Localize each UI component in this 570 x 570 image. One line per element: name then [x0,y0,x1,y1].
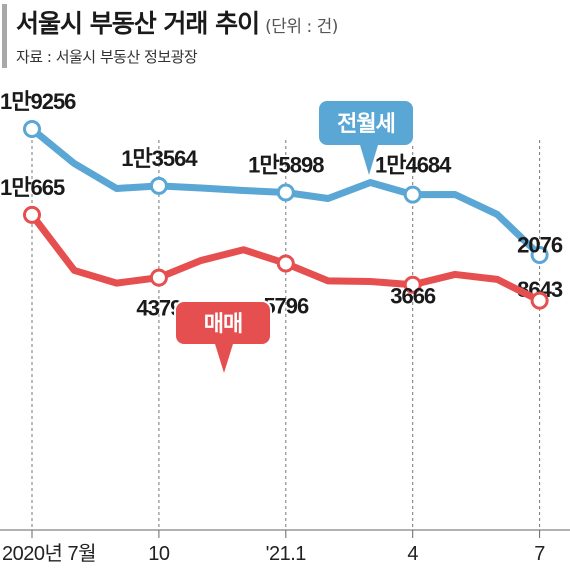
data-point [276,183,295,202]
data-point [403,275,422,294]
chart-title-block: 서울시 부동산 거래 추이 (단위 : 건) [16,4,338,40]
legend-callout: 전월세 [317,99,415,175]
data-point [149,268,168,287]
data-point [23,120,41,138]
legend-callout: 매매 [174,300,272,373]
data-label: 1만5898 [248,153,324,178]
data-point [403,185,422,204]
legend-label: 전월세 [337,111,395,136]
legend-pointer [360,145,378,175]
data-point [23,205,41,224]
chart-title: 서울시 부동산 거래 추이 [16,9,260,38]
x-tick-label: 2020년 7월 [2,542,96,565]
chart-unit: (단위 : 건) [265,17,338,37]
x-tick-label: 7 [534,543,545,565]
data-point [149,176,168,195]
data-label: 2076 [517,233,563,258]
data-label: 3666 [390,284,436,309]
data-point [530,291,549,310]
data-label: 1만9256 [0,89,76,114]
data-label: 1만3564 [121,146,198,171]
chart-source: 자료 : 서울시 부동산 정보광장 [16,48,198,66]
data-label: 1만665 [0,175,65,200]
x-tick-label: 10 [148,543,170,565]
x-tick-label: 4 [407,543,418,565]
title-accent-bar [2,4,7,68]
data-point [276,254,295,273]
legend-pointer [215,344,233,373]
legend-label: 매매 [204,311,242,336]
data-label: 1만4684 [375,153,452,178]
data-point [530,246,549,265]
x-tick-label: '21.1 [266,543,307,565]
